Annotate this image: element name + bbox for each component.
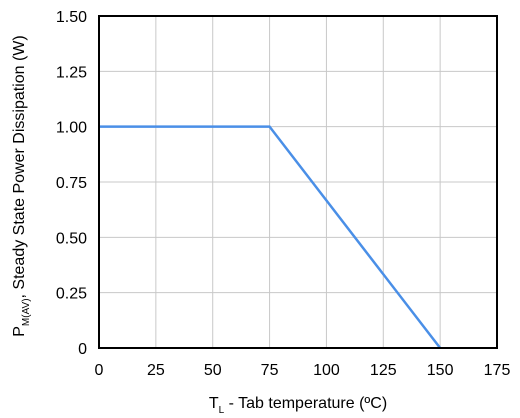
y-tick-label: 0.50 bbox=[56, 230, 87, 247]
x-axis-title-rest: - Tab temperature (ºC) bbox=[224, 395, 387, 412]
y-tick-label: 1.00 bbox=[56, 120, 87, 137]
y-axis-title-main: P bbox=[11, 326, 28, 337]
x-tick-label: 0 bbox=[95, 362, 104, 379]
x-tick-label: 75 bbox=[261, 362, 279, 379]
grid-lines bbox=[99, 16, 497, 348]
x-tick-label: 150 bbox=[427, 362, 454, 379]
x-axis-tick-labels: 0 25 50 75 100 125 150 175 bbox=[95, 362, 511, 379]
x-axis-title-subscript: L bbox=[219, 405, 225, 416]
y-tick-label: 0 bbox=[78, 341, 87, 358]
x-tick-label: 100 bbox=[313, 362, 340, 379]
y-tick-label: 1.25 bbox=[56, 64, 87, 81]
series-line bbox=[99, 125, 442, 349]
x-axis-title: TL - Tab temperature (ºC) bbox=[209, 395, 387, 416]
y-axis-tick-labels: 0 0.25 0.50 0.75 1.00 1.25 1.50 bbox=[56, 9, 87, 358]
y-tick-label: 1.50 bbox=[56, 9, 87, 26]
y-axis-title-rest: , Steady State Power Dissipation (W) bbox=[11, 35, 28, 298]
x-axis-title-main: T bbox=[209, 395, 219, 412]
y-axis-title-subscript: M(AV) bbox=[21, 298, 32, 326]
y-tick-label: 0.75 bbox=[56, 175, 87, 192]
x-tick-label: 125 bbox=[370, 362, 397, 379]
y-axis-title: PM(AV), Steady State Power Dissipation (… bbox=[11, 35, 32, 336]
x-tick-label: 25 bbox=[147, 362, 165, 379]
series-layer bbox=[99, 125, 442, 349]
x-tick-label: 50 bbox=[204, 362, 222, 379]
y-tick-label: 0.25 bbox=[56, 286, 87, 303]
x-tick-label: 175 bbox=[484, 362, 511, 379]
plot-area-frame bbox=[98, 15, 498, 349]
